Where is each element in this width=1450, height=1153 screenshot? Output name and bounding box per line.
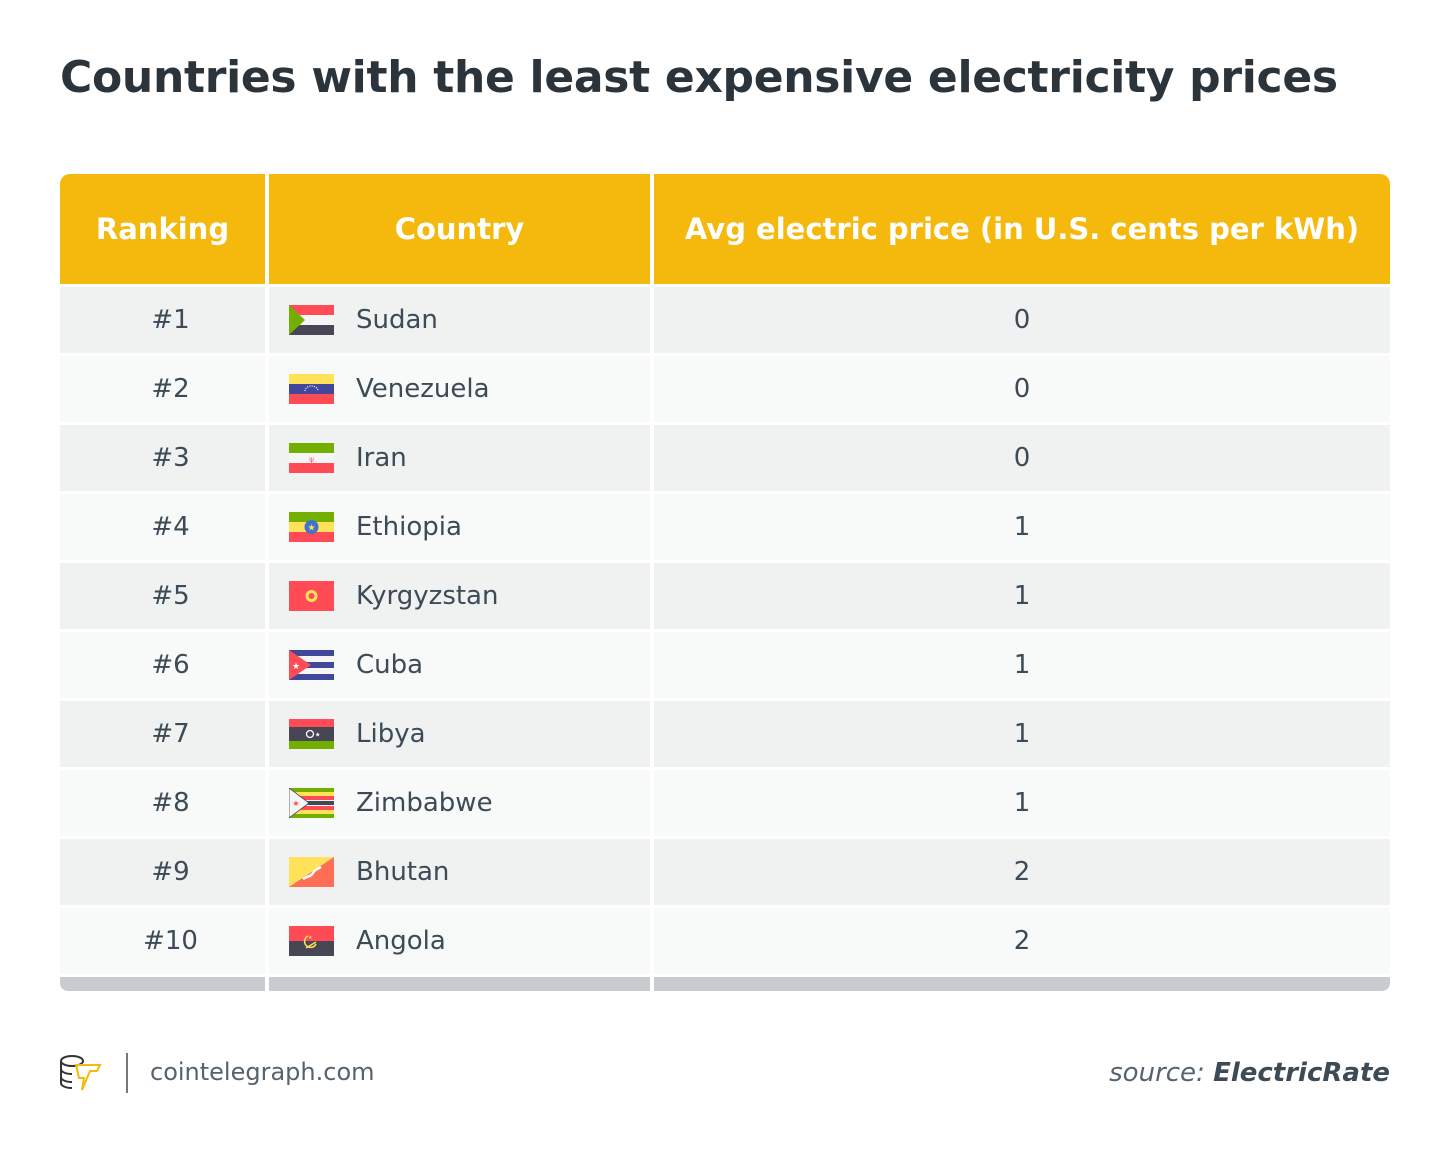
table-row: #8 ★ Zimbabwe 1 xyxy=(60,770,1390,836)
angola-flag-icon: ★ xyxy=(289,926,334,956)
country-name: Bhutan xyxy=(356,857,450,887)
country-name: Angola xyxy=(356,926,446,956)
price-cell: 1 xyxy=(654,770,1390,836)
country-name: Venezuela xyxy=(356,374,490,404)
cuba-flag-icon: ★ xyxy=(289,650,334,680)
venezuela-flag-icon xyxy=(289,374,334,404)
table-footer-bar xyxy=(60,977,1390,991)
country-cell: Kyrgyzstan xyxy=(269,563,650,629)
table-row: #9 Bhutan 2 xyxy=(60,839,1390,905)
source-label: source: xyxy=(1109,1058,1205,1088)
table-row: #1 Sudan 0 xyxy=(60,287,1390,353)
country-cell: ★ Angola xyxy=(269,908,650,974)
country-name: Libya xyxy=(356,719,426,749)
price-cell: 1 xyxy=(654,632,1390,698)
price-cell: 2 xyxy=(654,839,1390,905)
price-cell: 0 xyxy=(654,356,1390,422)
kyrgyzstan-flag-icon xyxy=(289,581,334,611)
price-cell: 0 xyxy=(654,425,1390,491)
iran-flag-icon: ψ xyxy=(289,443,334,473)
price-table: Ranking Country Avg electric price (in U… xyxy=(60,174,1390,991)
svg-text:★: ★ xyxy=(315,732,320,739)
site-link[interactable]: cointelegraph.com xyxy=(150,1058,375,1086)
rank-cell: #7 xyxy=(60,701,265,767)
source-name: ElectricRate xyxy=(1213,1058,1390,1088)
country-cell: Bhutan xyxy=(269,839,650,905)
svg-text:★: ★ xyxy=(292,799,299,808)
country-name: Iran xyxy=(356,443,407,473)
header-country: Country xyxy=(269,174,650,284)
rank-cell: #8 xyxy=(60,770,265,836)
header-ranking: Ranking xyxy=(60,174,265,284)
country-cell: ★ Zimbabwe xyxy=(269,770,650,836)
table-row: #2 Venezuela 0 xyxy=(60,356,1390,422)
price-cell: 1 xyxy=(654,494,1390,560)
country-cell: Sudan xyxy=(269,287,650,353)
svg-text:★: ★ xyxy=(307,524,315,534)
svg-text:ψ: ψ xyxy=(309,456,314,464)
table-row: #7 ★ Libya 1 xyxy=(60,701,1390,767)
table-header: Ranking Country Avg electric price (in U… xyxy=(60,174,1390,284)
rank-cell: #2 xyxy=(60,356,265,422)
rank-cell: #4 xyxy=(60,494,265,560)
country-cell: ★ Ethiopia xyxy=(269,494,650,560)
rank-cell: #10 xyxy=(60,908,265,974)
footer-divider xyxy=(126,1053,128,1093)
country-cell: ★ Cuba xyxy=(269,632,650,698)
country-cell: ★ Libya xyxy=(269,701,650,767)
rank-cell: #9 xyxy=(60,839,265,905)
rank-cell: #6 xyxy=(60,632,265,698)
country-name: Sudan xyxy=(356,305,438,335)
country-name: Kyrgyzstan xyxy=(356,581,499,611)
cointelegraph-logo-icon xyxy=(60,1055,102,1091)
country-name: Zimbabwe xyxy=(356,788,493,818)
rank-cell: #1 xyxy=(60,287,265,353)
rank-cell: #3 xyxy=(60,425,265,491)
table-row: #4 ★ Ethiopia 1 xyxy=(60,494,1390,560)
price-cell: 0 xyxy=(654,287,1390,353)
libya-flag-icon: ★ xyxy=(289,719,334,749)
price-cell: 1 xyxy=(654,563,1390,629)
table-row: #10 ★ Angola 2 xyxy=(60,908,1390,974)
header-price: Avg electric price (in U.S. cents per kW… xyxy=(654,174,1390,284)
zimbabwe-flag-icon: ★ xyxy=(289,788,334,818)
page-title: Countries with the least expensive elect… xyxy=(60,52,1338,103)
table-row: #5 Kyrgyzstan 1 xyxy=(60,563,1390,629)
source-credit: source: ElectricRate xyxy=(1109,1058,1390,1088)
price-cell: 1 xyxy=(654,701,1390,767)
country-name: Cuba xyxy=(356,650,424,680)
svg-text:★: ★ xyxy=(308,935,313,941)
price-cell: 2 xyxy=(654,908,1390,974)
table-row: #3 ψ Iran 0 xyxy=(60,425,1390,491)
svg-text:★: ★ xyxy=(292,662,300,672)
bhutan-flag-icon xyxy=(289,857,334,887)
table-row: #6 ★ Cuba 1 xyxy=(60,632,1390,698)
sudan-flag-icon xyxy=(289,305,334,335)
rank-cell: #5 xyxy=(60,563,265,629)
country-cell: ψ Iran xyxy=(269,425,650,491)
country-cell: Venezuela xyxy=(269,356,650,422)
ethiopia-flag-icon: ★ xyxy=(289,512,334,542)
country-name: Ethiopia xyxy=(356,512,462,542)
